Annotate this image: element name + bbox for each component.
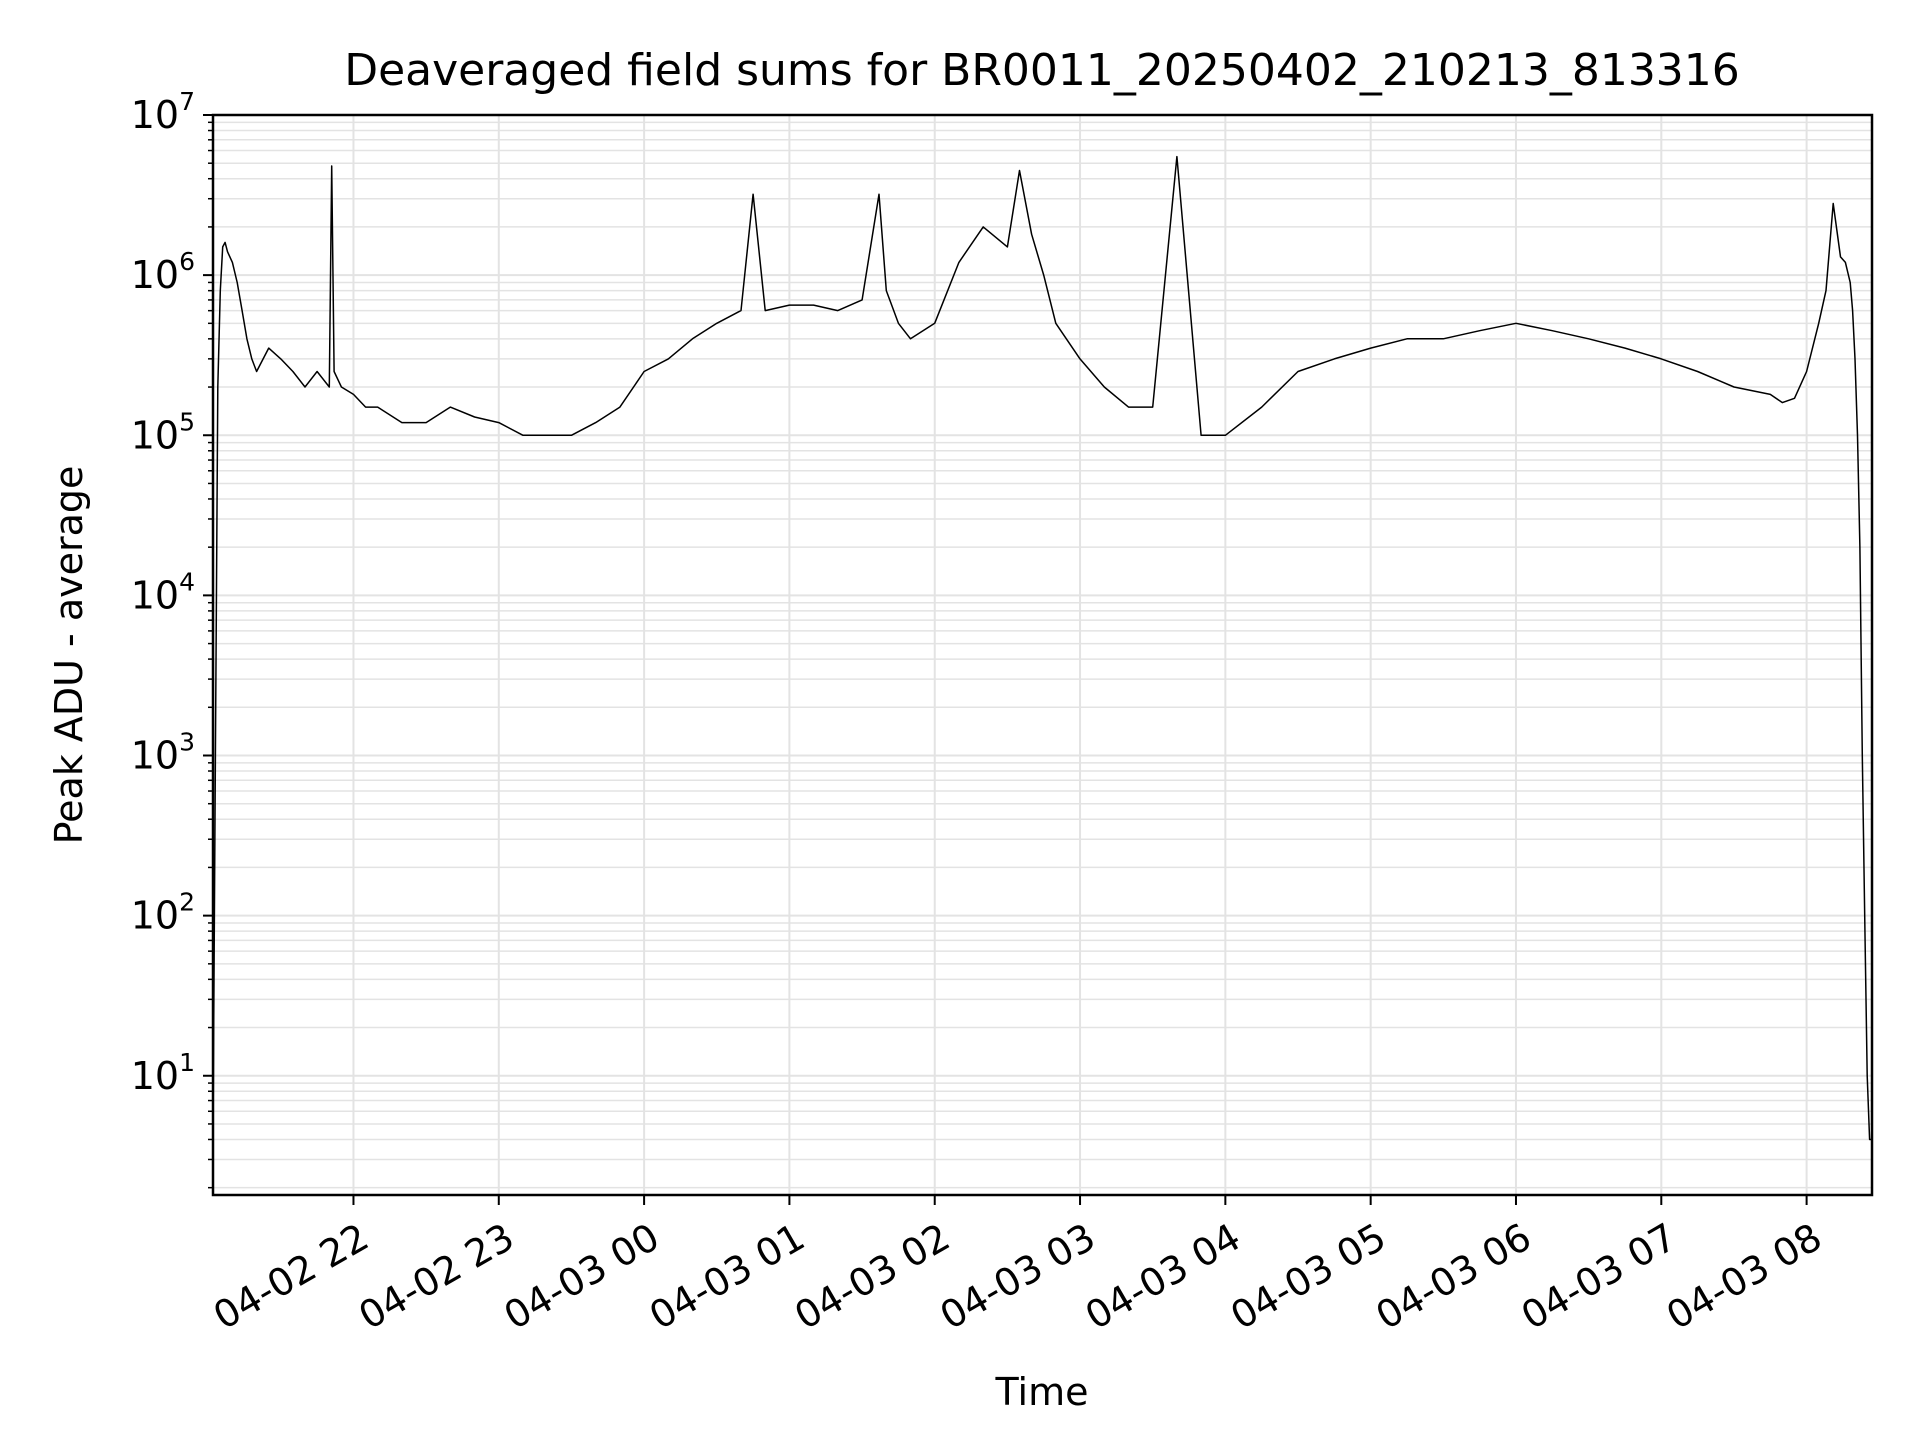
y-tick-label: 102 [131,888,195,938]
series-line [212,155,1872,1141]
grid-layer [213,114,1872,1195]
y-tick-label: 107 [131,87,195,137]
y-axis-label: Peak ADU - average [47,466,91,845]
y-tick-label: 104 [131,567,195,617]
series-layer [212,155,1872,1141]
plot-frame [211,113,1874,1197]
chart-title: Deaveraged field sums for BR0011_2025040… [344,45,1740,96]
y-tick-label: 101 [131,1048,195,1098]
y-tick-label: 105 [131,407,195,457]
x-axis-label: Time [995,1370,1089,1414]
y-tick-label: 103 [131,728,195,778]
y-tick-label: 106 [131,247,195,297]
